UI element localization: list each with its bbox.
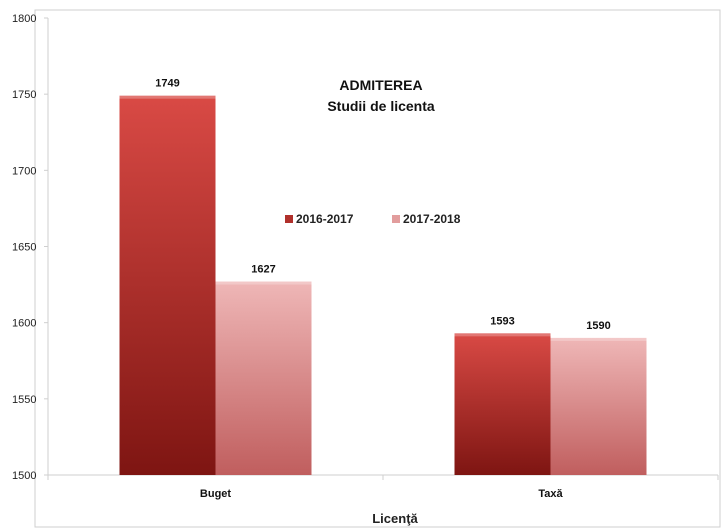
- bar-highlight: [119, 95, 216, 99]
- legend-label-2016-2017: 2016-2017: [296, 212, 354, 226]
- bar-highlight: [550, 337, 647, 341]
- bar-2016-2017-Taxă: [454, 333, 551, 475]
- legend: 2016-2017 2017-2018: [285, 212, 461, 226]
- bar-highlight: [215, 281, 312, 285]
- bar-2017-2018-Buget: [215, 281, 312, 475]
- legend-swatch-2016-2017: [285, 215, 293, 223]
- bar-highlight: [454, 333, 551, 337]
- x-tick-label: Buget: [200, 488, 232, 500]
- data-label: 1590: [586, 320, 610, 332]
- x-tick-label: Taxă: [538, 488, 563, 500]
- bar-2016-2017-Buget: [119, 95, 216, 475]
- y-tick-label: 1500: [12, 470, 36, 482]
- y-tick-label: 1750: [12, 89, 36, 101]
- data-label: 1749: [155, 78, 179, 90]
- y-tick-label: 1600: [12, 318, 36, 330]
- y-tick-label: 1800: [12, 13, 36, 25]
- bar-2017-2018-Taxă: [550, 337, 647, 475]
- x-axis-label: Licenţă: [372, 511, 418, 526]
- y-tick-label: 1700: [12, 165, 36, 177]
- plot-frame: [34, 9, 721, 528]
- y-tick-label: 1650: [12, 242, 36, 254]
- axes: 1500 1550 1600 1650 1700 1750 1800 Buget Taxă: [12, 9, 721, 528]
- data-label: 1593: [490, 315, 514, 327]
- data-label: 1627: [251, 264, 275, 276]
- legend-label-2017-2018: 2017-2018: [403, 212, 461, 226]
- legend-swatch-2017-2018: [392, 215, 400, 223]
- data-labels: 1749 1627 1593 1590: [155, 78, 610, 332]
- bars: [119, 95, 647, 475]
- chart-title: ADMITEREA: [339, 77, 422, 93]
- chart-subtitle: Studii de licenta: [327, 98, 435, 114]
- y-tick-label: 1550: [12, 394, 36, 406]
